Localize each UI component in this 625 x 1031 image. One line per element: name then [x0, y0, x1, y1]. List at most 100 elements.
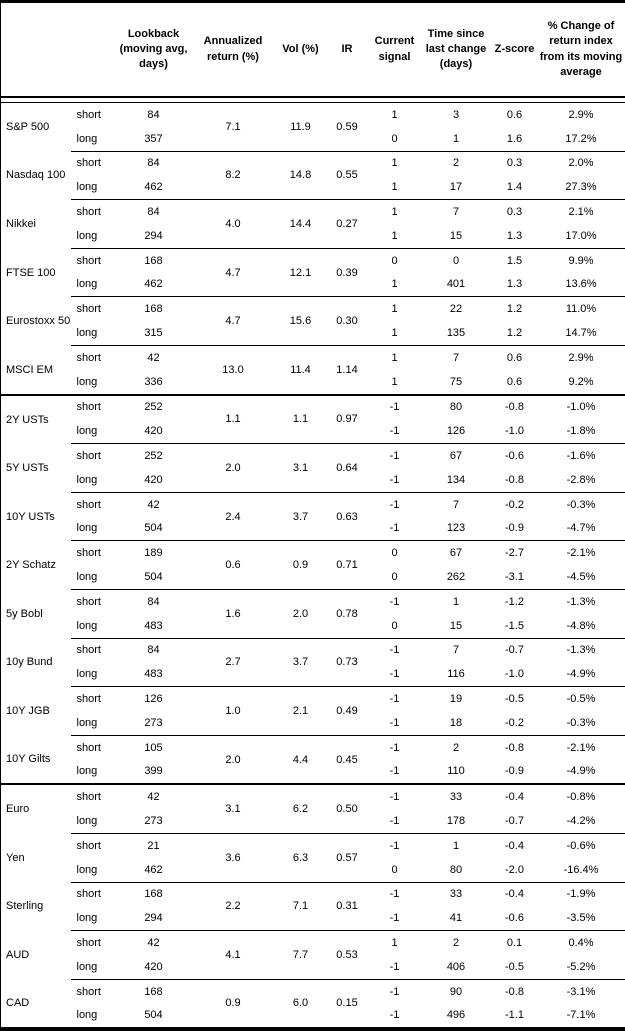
ir-cell: 0.97 — [326, 395, 369, 444]
signal-cell: 1 — [369, 345, 421, 369]
ir-cell: 0.73 — [326, 638, 369, 687]
zscore-cell: 0.6 — [492, 103, 538, 127]
time-since-cell: 496 — [421, 1003, 492, 1029]
lookback-cell: 84 — [117, 200, 191, 224]
zscore-cell: 0.6 — [492, 370, 538, 395]
signal-cell: -1 — [369, 955, 421, 979]
ir-cell: 0.50 — [326, 784, 369, 833]
signal-cell: 0 — [369, 127, 421, 151]
time-since-cell: 401 — [421, 273, 492, 297]
period-cell: short — [71, 151, 117, 175]
zscore-column-header: Z-score — [492, 2, 538, 98]
pct-change-cell: -1.6% — [538, 444, 625, 468]
ir-cell: 0.78 — [326, 589, 369, 638]
zscore-cell: -0.6 — [492, 444, 538, 468]
period-cell: short — [71, 687, 117, 711]
asset-name-cell: Sterling — [1, 882, 71, 931]
pct-change-cell: -16.4% — [538, 858, 625, 882]
zscore-cell: 1.2 — [492, 321, 538, 345]
time-since-cell: 22 — [421, 297, 492, 321]
period-column-header — [71, 2, 117, 98]
zscore-cell: -0.7 — [492, 638, 538, 662]
time-since-cell: 123 — [421, 517, 492, 541]
signal-cell: -1 — [369, 419, 421, 443]
zscore-cell: -0.8 — [492, 395, 538, 420]
signal-cell: 0 — [369, 858, 421, 882]
pct-change-cell: -0.3% — [538, 492, 625, 516]
period-cell: short — [71, 103, 117, 127]
signal-cell: -1 — [369, 760, 421, 785]
asset-name-cell: 10Y JGB — [1, 687, 71, 736]
time-since-cell: 67 — [421, 541, 492, 565]
lookback-cell: 336 — [117, 370, 191, 395]
annualized-return-cell: 7.1 — [191, 103, 276, 152]
pct-change-cell: -3.1% — [538, 979, 625, 1003]
lookback-cell: 483 — [117, 662, 191, 686]
asset-name-cell: MSCI EM — [1, 345, 71, 394]
signal-cell: 1 — [369, 103, 421, 127]
period-cell: short — [71, 735, 117, 759]
time-since-cell: 19 — [421, 687, 492, 711]
lookback-cell: 168 — [117, 979, 191, 1003]
lookback-cell: 504 — [117, 517, 191, 541]
lookback-cell: 252 — [117, 395, 191, 420]
lookback-cell: 420 — [117, 955, 191, 979]
lookback-cell: 168 — [117, 297, 191, 321]
time-since-cell: 67 — [421, 444, 492, 468]
time-since-cell: 7 — [421, 345, 492, 369]
asset-name-cell: FTSE 100 — [1, 248, 71, 297]
vol-cell: 6.3 — [276, 833, 326, 882]
time-since-cell: 2 — [421, 931, 492, 955]
signal-cell: -1 — [369, 687, 421, 711]
period-cell: short — [71, 541, 117, 565]
time-since-cell: 80 — [421, 395, 492, 420]
pct-change-cell: 2.1% — [538, 200, 625, 224]
ir-cell: 0.39 — [326, 248, 369, 297]
zscore-cell: -0.2 — [492, 711, 538, 735]
signal-cell: 0 — [369, 614, 421, 638]
asset-name-cell: Nikkei — [1, 200, 71, 249]
lookback-cell: 168 — [117, 882, 191, 906]
period-cell: long — [71, 565, 117, 589]
time-since-cell: 7 — [421, 200, 492, 224]
signal-cell: -1 — [369, 711, 421, 735]
annualized-return-cell: 0.6 — [191, 541, 276, 590]
vol-cell: 0.9 — [276, 541, 326, 590]
signal-cell: -1 — [369, 444, 421, 468]
signal-cell: -1 — [369, 906, 421, 930]
vol-cell: 6.2 — [276, 784, 326, 833]
ir-cell: 0.53 — [326, 931, 369, 980]
annualized-return-cell: 0.9 — [191, 979, 276, 1029]
ir-cell: 0.15 — [326, 979, 369, 1029]
header-row: Lookback (moving avg, days)Annualized re… — [1, 2, 625, 98]
period-cell: long — [71, 858, 117, 882]
lookback-cell: 84 — [117, 151, 191, 175]
signal-cell: -1 — [369, 638, 421, 662]
zscore-cell: -0.5 — [492, 955, 538, 979]
lookback-cell: 252 — [117, 444, 191, 468]
annualized-return-cell: 2.2 — [191, 882, 276, 931]
pct-change-cell: 9.2% — [538, 370, 625, 395]
lookback-cell: 42 — [117, 492, 191, 516]
pct-change-cell: 2.0% — [538, 151, 625, 175]
time-since-cell: 90 — [421, 979, 492, 1003]
asset-column-header — [1, 2, 71, 98]
zscore-cell: -0.4 — [492, 784, 538, 809]
ir-cell: 0.57 — [326, 833, 369, 882]
lookback-cell: 315 — [117, 321, 191, 345]
signal-cell: -1 — [369, 1003, 421, 1029]
time-since-cell: 110 — [421, 760, 492, 785]
ir-cell: 0.55 — [326, 151, 369, 200]
period-cell: long — [71, 468, 117, 492]
zscore-cell: -0.2 — [492, 492, 538, 516]
zscore-cell: -2.7 — [492, 541, 538, 565]
annualized-return-cell: 2.4 — [191, 492, 276, 541]
signal-cell: -1 — [369, 833, 421, 857]
period-cell: long — [71, 711, 117, 735]
table-header: Lookback (moving avg, days)Annualized re… — [1, 2, 625, 98]
vol-cell: 3.7 — [276, 492, 326, 541]
